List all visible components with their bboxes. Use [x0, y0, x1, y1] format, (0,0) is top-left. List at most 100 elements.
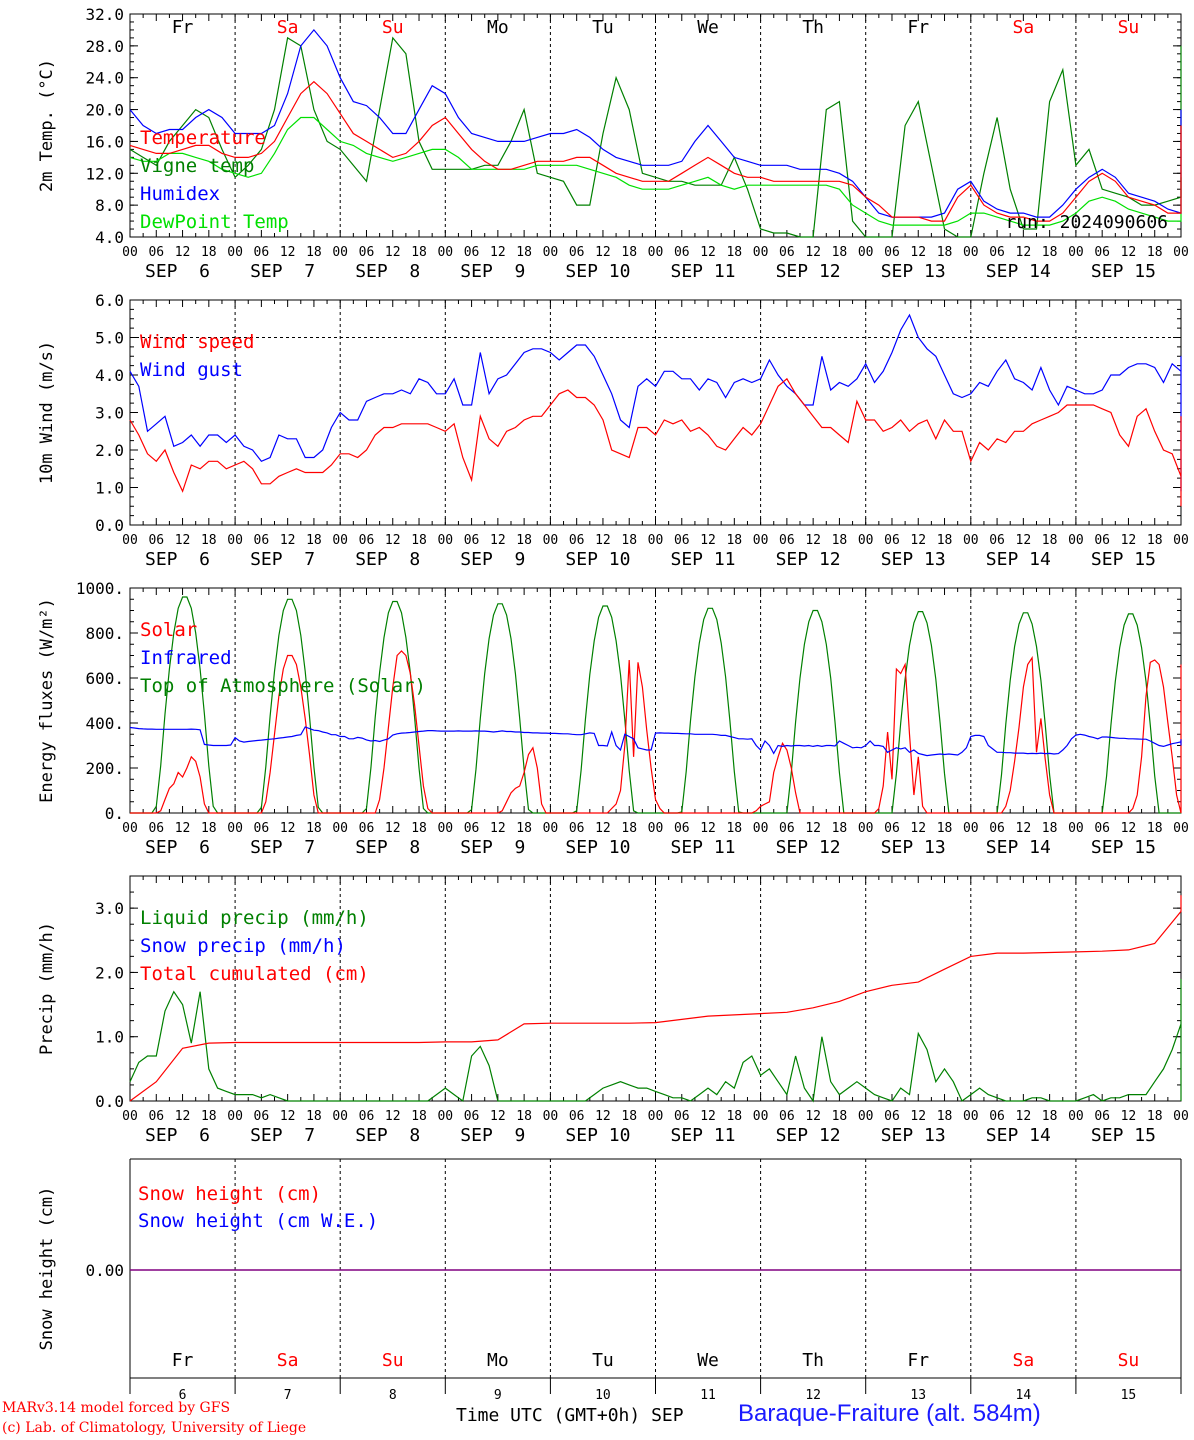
panel-3-hour-label: 12	[805, 1109, 821, 1124]
panel-1-hour-label: 00	[227, 533, 243, 548]
panel-2-date-label: SEP 15	[1091, 837, 1156, 858]
panel-1-hour-label: 06	[989, 533, 1005, 548]
panel-2-hour-label: 06	[569, 821, 585, 836]
day-number-label: 7	[284, 1388, 292, 1400]
panel-3-date-label: SEP 14	[986, 1125, 1051, 1146]
panel-3-date-label: SEP 6	[145, 1125, 210, 1146]
legend-snow-height-cm-w-e-: Snow height (cm W.E.)	[138, 1210, 378, 1232]
panel-3-ytick-label: 1.0	[95, 1028, 124, 1047]
panel-1-ytick-label: 6.0	[95, 291, 124, 310]
panel-1-date-label: SEP 13	[881, 549, 946, 570]
panel-2-hour-label: 18	[1147, 821, 1163, 836]
panel-1-hour-label: 12	[1016, 533, 1032, 548]
panel-3-ylabel: Precip (mm/h)	[37, 922, 57, 1055]
run-label: run: 2024090606	[1005, 212, 1168, 233]
panel-3-hour-label: 00	[753, 1109, 769, 1124]
panel-0-hour-label: 18	[1147, 245, 1163, 260]
panel-1-hour-label: 00	[437, 533, 453, 548]
legend-solar: Solar	[140, 619, 197, 641]
panel-0-hour-label: 12	[280, 245, 296, 260]
panel-1-hour-label: 00	[122, 533, 138, 548]
panel-2-frame	[129, 587, 1182, 814]
panel-1-date-label: SEP 9	[460, 549, 525, 570]
panel-1-hour-label: 06	[148, 533, 164, 548]
panel-0-hour-label: 18	[306, 245, 322, 260]
panel-1-hour-label: 12	[175, 533, 191, 548]
panel-1-hour-label: 00	[332, 533, 348, 548]
panel-1-date-label: SEP 12	[776, 549, 841, 570]
panel-0-date-label: SEP 10	[565, 261, 630, 282]
panel-1-date-label: SEP 7	[250, 549, 315, 570]
panel-2-hour-label: 00	[753, 821, 769, 836]
day-number-label: 12	[805, 1388, 821, 1400]
day-number-label: 9	[494, 1388, 502, 1400]
legend-vigne-temp: Vigne temp	[140, 155, 254, 177]
panel-1-hour-label: 06	[674, 533, 690, 548]
panel-0-hour-label: 00	[858, 245, 874, 260]
lab-credit: (c) Lab. of Climatology, University of L…	[2, 1420, 307, 1436]
panel-2-date-label: SEP 12	[776, 837, 841, 858]
panel-3-hour-label: 00	[437, 1109, 453, 1124]
panel-3-hour-label: 00	[858, 1109, 874, 1124]
panel-3-hour-label: 00	[122, 1109, 138, 1124]
weekday-label-top: Su	[1118, 17, 1140, 38]
panel-3-hour-label: 18	[1147, 1109, 1163, 1124]
panel-3-hour-label: 06	[464, 1109, 480, 1124]
panel-2-date-label: SEP 11	[671, 837, 736, 858]
weekday-label-top: We	[697, 17, 719, 38]
weekday-label-bottom: Sa	[277, 1350, 299, 1371]
day-number-label: 15	[1121, 1388, 1137, 1400]
panel-0-date-label: SEP 13	[881, 261, 946, 282]
panel-0-date-label: SEP 6	[145, 261, 210, 282]
panel-3-hour-label: 00	[543, 1109, 559, 1124]
panel-3-hour-label: 00	[963, 1109, 979, 1124]
panel-1-hour-label: 18	[411, 533, 427, 548]
panel-1-ytick-label: 1.0	[95, 479, 124, 498]
panel-0-date-label: SEP 11	[671, 261, 736, 282]
legend-temperature: Temperature	[140, 127, 266, 149]
panel-3-hour-label: 12	[910, 1109, 926, 1124]
panel-0-ytick-label: 12.0	[85, 164, 124, 183]
panel-1-hour-label: 06	[884, 533, 900, 548]
panel-1-hour-label: 12	[1121, 533, 1137, 548]
panel-1-hour-label: 12	[805, 533, 821, 548]
station-title: Baraque-Fraiture (alt. 584m)	[738, 1400, 1041, 1427]
panel-3-hour-label: 06	[884, 1109, 900, 1124]
panel-0-hour-label: 00	[543, 245, 559, 260]
panel-2-hour-label: 06	[464, 821, 480, 836]
panel-2-ytick-label: 600.	[85, 669, 124, 688]
panel-3-hour-label: 12	[385, 1109, 401, 1124]
panel-1-hour-label: 00	[858, 533, 874, 548]
panel-1-date-label: SEP 11	[671, 549, 736, 570]
panel-3-hour-label: 12	[1121, 1109, 1137, 1124]
panel-1-hour-label: 18	[516, 533, 532, 548]
panel-0-hour-label: 12	[805, 245, 821, 260]
panel-0-hour-label: 18	[832, 245, 848, 260]
panel-3-hour-label: 00	[332, 1109, 348, 1124]
panel-2-hour-label: 12	[595, 821, 611, 836]
panel-2-hour-label: 00	[332, 821, 348, 836]
panel-1-date-label: SEP 8	[355, 549, 420, 570]
panel-1-hour-label: 06	[254, 533, 270, 548]
legend-wind-speed: Wind speed	[140, 331, 254, 353]
panel-0-ytick-label: 24.0	[85, 69, 124, 88]
series-vigne-temp	[129, 36, 1182, 238]
panel-0-hour-label: 18	[621, 245, 637, 260]
panel-2-hour-label: 12	[175, 821, 191, 836]
panel-2-hour-label: 12	[490, 821, 506, 836]
panel-2-hour-label: 12	[805, 821, 821, 836]
panel-0-hour-label: 12	[700, 245, 716, 260]
panel-3-hour-label: 12	[175, 1109, 191, 1124]
panel-2-date-label: SEP 10	[565, 837, 630, 858]
panel-3-ytick-label: 2.0	[95, 963, 124, 982]
weekday-label-top: Fr	[172, 17, 194, 38]
panel-2-hour-label: 18	[832, 821, 848, 836]
panel-0-hour-label: 00	[1068, 245, 1084, 260]
panel-0-ytick-label: 4.0	[95, 228, 124, 247]
panel-1-hour-label: 12	[595, 533, 611, 548]
panel-1-ytick-label: 3.0	[95, 404, 124, 423]
panel-0-hour-label: 06	[884, 245, 900, 260]
panel-1-hour-label: 12	[910, 533, 926, 548]
weekday-label-bottom: Fr	[907, 1350, 929, 1371]
panel-0-ytick-label: 20.0	[85, 101, 124, 120]
